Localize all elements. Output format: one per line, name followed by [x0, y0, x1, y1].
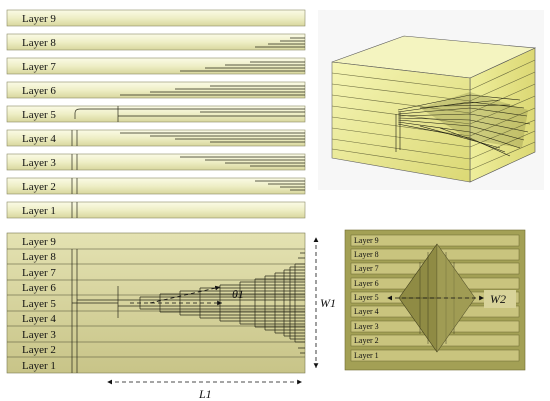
layer-strip-5: Layer 5	[6, 105, 306, 123]
stack-label-5: Layer 5	[22, 298, 56, 310]
stack-label-4: Layer 4	[22, 313, 56, 325]
layer-label: Layer 2	[22, 181, 56, 193]
theta1-label: θ1	[232, 287, 244, 301]
stack-label-9: Layer 9	[22, 236, 56, 248]
front-label-1: Layer 1	[354, 351, 379, 360]
front-label-3: Layer 3	[354, 322, 379, 331]
stack-label-7: Layer 7	[22, 267, 56, 279]
stack-label-8: Layer 8	[22, 251, 56, 263]
layer-label: Layer 3	[22, 157, 56, 169]
layer-strip-1: Layer 1	[6, 201, 306, 219]
l1-label: L1	[198, 387, 212, 401]
layer-strip-4: Layer 4	[6, 129, 306, 147]
exploded-layer-panel: Layer 9 Layer 8 Layer 7 Layer 6 Layer 5	[6, 9, 306, 219]
stack-label-1: Layer 1	[22, 360, 56, 372]
front-label-8: Layer 8	[354, 250, 379, 259]
stack-label-6: Layer 6	[22, 282, 56, 294]
layer-label: Layer 8	[22, 37, 56, 49]
front-label-2: Layer 2	[354, 336, 379, 345]
front-label-7: Layer 7	[354, 264, 379, 273]
front-label-5: Layer 5	[354, 293, 379, 302]
layer-strip-3: Layer 3	[6, 153, 306, 171]
l1-dimension: L1	[107, 379, 302, 401]
layer-label: Layer 4	[22, 133, 56, 145]
layer-strip-2: Layer 2	[6, 177, 306, 195]
layer-label: Layer 5	[22, 109, 56, 121]
front-label-9: Layer 9	[354, 236, 379, 245]
front-view-panel: W2 Layer 9 Layer 8 Layer 7 Layer 6 Layer…	[344, 229, 526, 371]
stacked-side-view: θ1 Layer 9 Layer 8 Layer 7 Layer 6 Layer…	[6, 232, 306, 374]
layer-label: Layer 6	[22, 85, 56, 97]
layer-label: Layer 9	[22, 13, 56, 25]
layer-strip-9: Layer 9	[6, 9, 306, 27]
w1-dimension: W1	[313, 237, 336, 368]
isometric-cube-view	[318, 10, 544, 190]
layer-strip-8: Layer 8	[6, 33, 306, 51]
layer-label: Layer 7	[22, 61, 56, 73]
w2-label: W2	[490, 292, 506, 306]
stack-label-3: Layer 3	[22, 329, 56, 341]
front-label-4: Layer 4	[354, 307, 379, 316]
layer-label: Layer 1	[22, 205, 56, 217]
tapered-line-structure	[395, 94, 531, 157]
layer-strip-7: Layer 7	[6, 57, 306, 75]
layer-strip-6: Layer 6	[6, 81, 306, 99]
w1-label: W1	[320, 296, 336, 310]
front-label-6: Layer 6	[354, 279, 379, 288]
stack-label-2: Layer 2	[22, 344, 56, 356]
